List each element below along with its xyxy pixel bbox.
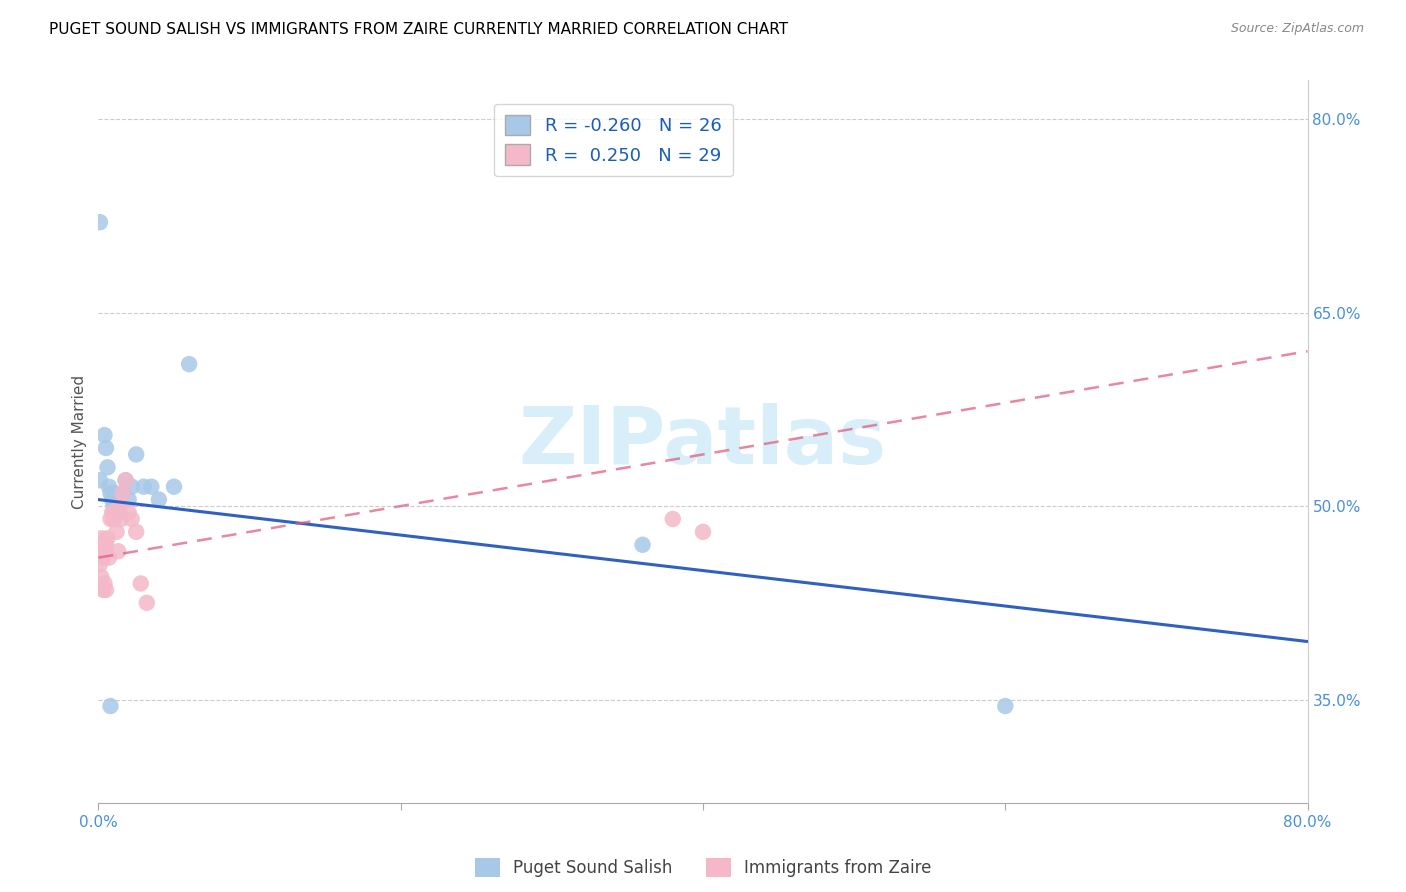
Point — [90, 531, 112, 545]
Point — [93, 428, 115, 442]
Point — [104, 506, 127, 520]
Point — [107, 499, 129, 513]
Point — [108, 506, 131, 520]
Point — [100, 512, 122, 526]
Point — [89, 215, 111, 229]
Point — [94, 582, 117, 597]
Point — [994, 699, 1017, 714]
Point — [121, 480, 143, 494]
Point — [91, 582, 114, 597]
Point — [135, 596, 157, 610]
Point — [94, 538, 117, 552]
Point — [111, 486, 134, 500]
Point — [111, 486, 134, 500]
Point — [129, 576, 152, 591]
Point — [118, 492, 141, 507]
Point — [163, 480, 186, 494]
Point — [98, 480, 121, 494]
Point — [89, 538, 111, 552]
Point — [631, 538, 654, 552]
Point — [118, 506, 141, 520]
Point — [108, 499, 131, 513]
Point — [148, 492, 170, 507]
Point — [105, 492, 128, 507]
Point — [89, 557, 111, 571]
Point — [125, 524, 148, 539]
Point — [103, 499, 125, 513]
Point — [94, 441, 117, 455]
Point — [141, 480, 163, 494]
Text: Source: ZipAtlas.com: Source: ZipAtlas.com — [1230, 22, 1364, 36]
Point — [661, 512, 683, 526]
Point — [110, 512, 132, 526]
Point — [125, 447, 148, 461]
Point — [96, 460, 118, 475]
Point — [114, 473, 136, 487]
Y-axis label: Currently Married: Currently Married — [72, 375, 87, 508]
Point — [100, 699, 122, 714]
Point — [93, 576, 115, 591]
Text: ZIPatlas: ZIPatlas — [519, 402, 887, 481]
Point — [132, 480, 155, 494]
Point — [107, 544, 129, 558]
Point — [91, 550, 114, 565]
Point — [98, 550, 121, 565]
Point — [104, 486, 127, 500]
Point — [90, 570, 112, 584]
Text: PUGET SOUND SALISH VS IMMIGRANTS FROM ZAIRE CURRENTLY MARRIED CORRELATION CHART: PUGET SOUND SALISH VS IMMIGRANTS FROM ZA… — [49, 22, 789, 37]
Legend: Puget Sound Salish, Immigrants from Zaire: Puget Sound Salish, Immigrants from Zair… — [468, 851, 938, 883]
Point — [96, 531, 118, 545]
Point — [179, 357, 201, 371]
Point — [101, 492, 124, 507]
Point — [121, 512, 143, 526]
Point — [114, 473, 136, 487]
Point — [101, 506, 124, 520]
Point — [89, 473, 111, 487]
Point — [93, 544, 115, 558]
Point — [105, 524, 128, 539]
Point — [103, 512, 125, 526]
Point — [100, 486, 122, 500]
Point — [692, 524, 714, 539]
